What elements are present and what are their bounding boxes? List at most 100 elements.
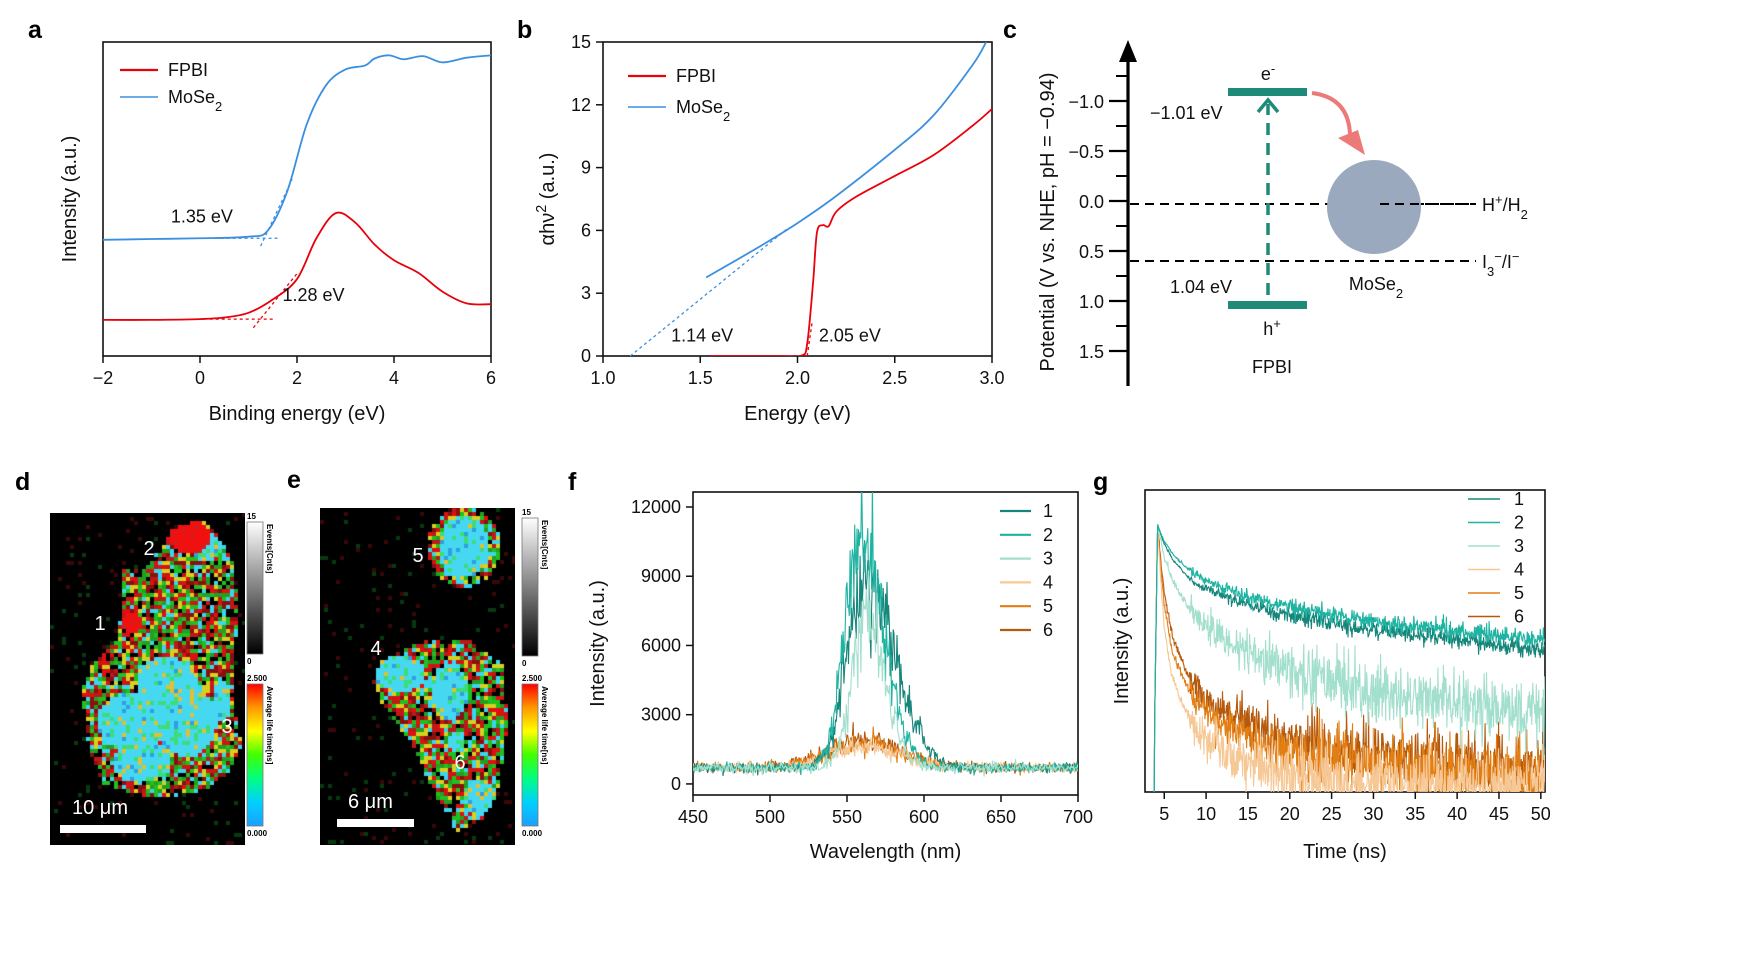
legend-label: FPBI — [676, 66, 716, 86]
legend-label-part: MoSe — [676, 97, 723, 117]
x-axis-label: Energy (eV) — [744, 403, 851, 425]
x-tick-label: 550 — [832, 807, 862, 827]
y-tick-label: −0.5 — [1068, 142, 1104, 162]
x-tick-label: 700 — [1063, 807, 1093, 827]
legend-label: 4 — [1043, 572, 1053, 592]
spectrum-series-2 — [693, 492, 1078, 776]
plot-frame — [602, 41, 993, 357]
y-axis-label: Intensity (a.u.) — [1111, 578, 1133, 705]
vb-energy-label: 1.04 eV — [1170, 277, 1232, 297]
electron-label-part: e — [1261, 64, 1271, 84]
redox-label-part: I — [1482, 252, 1487, 272]
panel-label-c: c — [1003, 16, 1017, 44]
legend-label: FPBI — [168, 60, 208, 80]
legend-label: 5 — [1514, 583, 1524, 603]
legend-label: 1 — [1514, 489, 1524, 509]
x-tick-label: 450 — [678, 807, 708, 827]
legend-label: 1 — [1043, 501, 1053, 521]
cocatalyst-label-part: MoSe — [1349, 274, 1396, 294]
legend-label: 6 — [1514, 607, 1524, 627]
electron-transfer-arrow — [1311, 91, 1353, 143]
legend-label: 3 — [1514, 536, 1524, 556]
decay-series-3 — [1153, 523, 1545, 791]
x-tick-label: 2.5 — [882, 368, 907, 388]
axis-arrow-icon — [1119, 40, 1137, 62]
legend-label: 6 — [1043, 620, 1053, 640]
panel-label-b: b — [517, 16, 532, 44]
series-line-0 — [709, 108, 992, 356]
legend-label-part: MoSe — [168, 87, 215, 107]
y-tick-label: 12 — [571, 95, 591, 115]
x-tick-label: 3.0 — [979, 368, 1004, 388]
legend-label: 2 — [1514, 513, 1524, 533]
redox-label-part: + — [1495, 192, 1503, 207]
y-tick-label: 12000 — [631, 497, 681, 517]
y-axis-label-part: (a.u.) — [537, 153, 559, 205]
y-tick-label: 6000 — [641, 635, 681, 655]
flim-map-d — [50, 513, 245, 845]
y-axis-label: Intensity (a.u.) — [587, 580, 609, 707]
x-tick-label: 0 — [195, 368, 205, 388]
redox-label-part: − — [1494, 249, 1502, 264]
tangent-line — [629, 227, 789, 357]
y-tick-label: 9 — [581, 158, 591, 178]
onset-annotation: 1.28 eV — [282, 285, 344, 305]
redox-label-part: H — [1482, 195, 1495, 215]
mose2-particle — [1327, 160, 1421, 254]
redox-label-part: /H — [1503, 195, 1521, 215]
redox-label-part: 3 — [1487, 264, 1494, 279]
x-tick-label: 50 — [1531, 804, 1551, 824]
panel-label-d: d — [15, 468, 30, 496]
electron-label-part: - — [1271, 61, 1275, 76]
onset-annotation: 2.05 eV — [819, 325, 881, 345]
decay-series-4 — [1153, 524, 1545, 792]
x-tick-label: −2 — [93, 368, 114, 388]
onset-annotation: 1.14 eV — [671, 325, 733, 345]
cb-energy-label: −1.01 eV — [1150, 103, 1223, 123]
plot-frame — [692, 491, 1079, 796]
y-tick-label: 6 — [581, 220, 591, 240]
legend-label: MoSe2 — [676, 97, 730, 124]
y-axis-label-part: αhν — [537, 213, 559, 246]
y-tick-label: 9000 — [641, 566, 681, 586]
y-tick-label: 1.5 — [1079, 342, 1104, 362]
redox-label-part: /I — [1502, 252, 1512, 272]
conduction-band — [1228, 88, 1307, 96]
y-tick-label: 0 — [581, 346, 591, 366]
x-tick-label: 6 — [486, 368, 496, 388]
x-tick-label: 2.0 — [785, 368, 810, 388]
x-tick-label: 30 — [1363, 804, 1383, 824]
legend-label: MoSe2 — [168, 87, 222, 114]
decay-series-5 — [1153, 526, 1545, 792]
legend-label: 3 — [1043, 549, 1053, 569]
redox-label: H+/H2 — [1482, 192, 1528, 222]
x-tick-label: 650 — [986, 807, 1016, 827]
flim-map-e — [320, 508, 515, 845]
panel-label-e: e — [287, 466, 301, 494]
decay-series-2 — [1153, 524, 1545, 792]
x-tick-label: 1.0 — [590, 368, 615, 388]
legend-label-part: FPBI — [168, 60, 208, 80]
chart-a: −2 0 2 4 6 Binding energy (eV) Intensity (a.u.… — [59, 41, 496, 425]
hole-label: h+ — [1263, 316, 1281, 340]
legend-label-part: 2 — [215, 99, 222, 114]
x-tick-label: 15 — [1238, 804, 1258, 824]
redox-label-part: 2 — [1521, 207, 1528, 222]
y-tick-label: 0.0 — [1079, 192, 1104, 212]
panel-label-f: f — [568, 468, 577, 496]
x-tick-label: 45 — [1489, 804, 1509, 824]
x-tick-label: 25 — [1322, 804, 1342, 824]
y-axis-label: αhν2 (a.u.) — [534, 153, 559, 246]
x-axis-label: Binding energy (eV) — [209, 403, 386, 425]
spectrum-series-3 — [693, 570, 1078, 777]
x-tick-label: 4 — [389, 368, 399, 388]
x-axis-label: Wavelength (nm) — [810, 841, 962, 863]
redox-label-part: − — [1512, 249, 1520, 264]
panel-label-g: g — [1093, 468, 1108, 496]
x-tick-label: 40 — [1447, 804, 1467, 824]
arrowhead-icon — [1338, 130, 1365, 155]
y-tick-label: −1.0 — [1068, 92, 1104, 112]
x-tick-label: 10 — [1196, 804, 1216, 824]
x-tick-label: 1.5 — [688, 368, 713, 388]
